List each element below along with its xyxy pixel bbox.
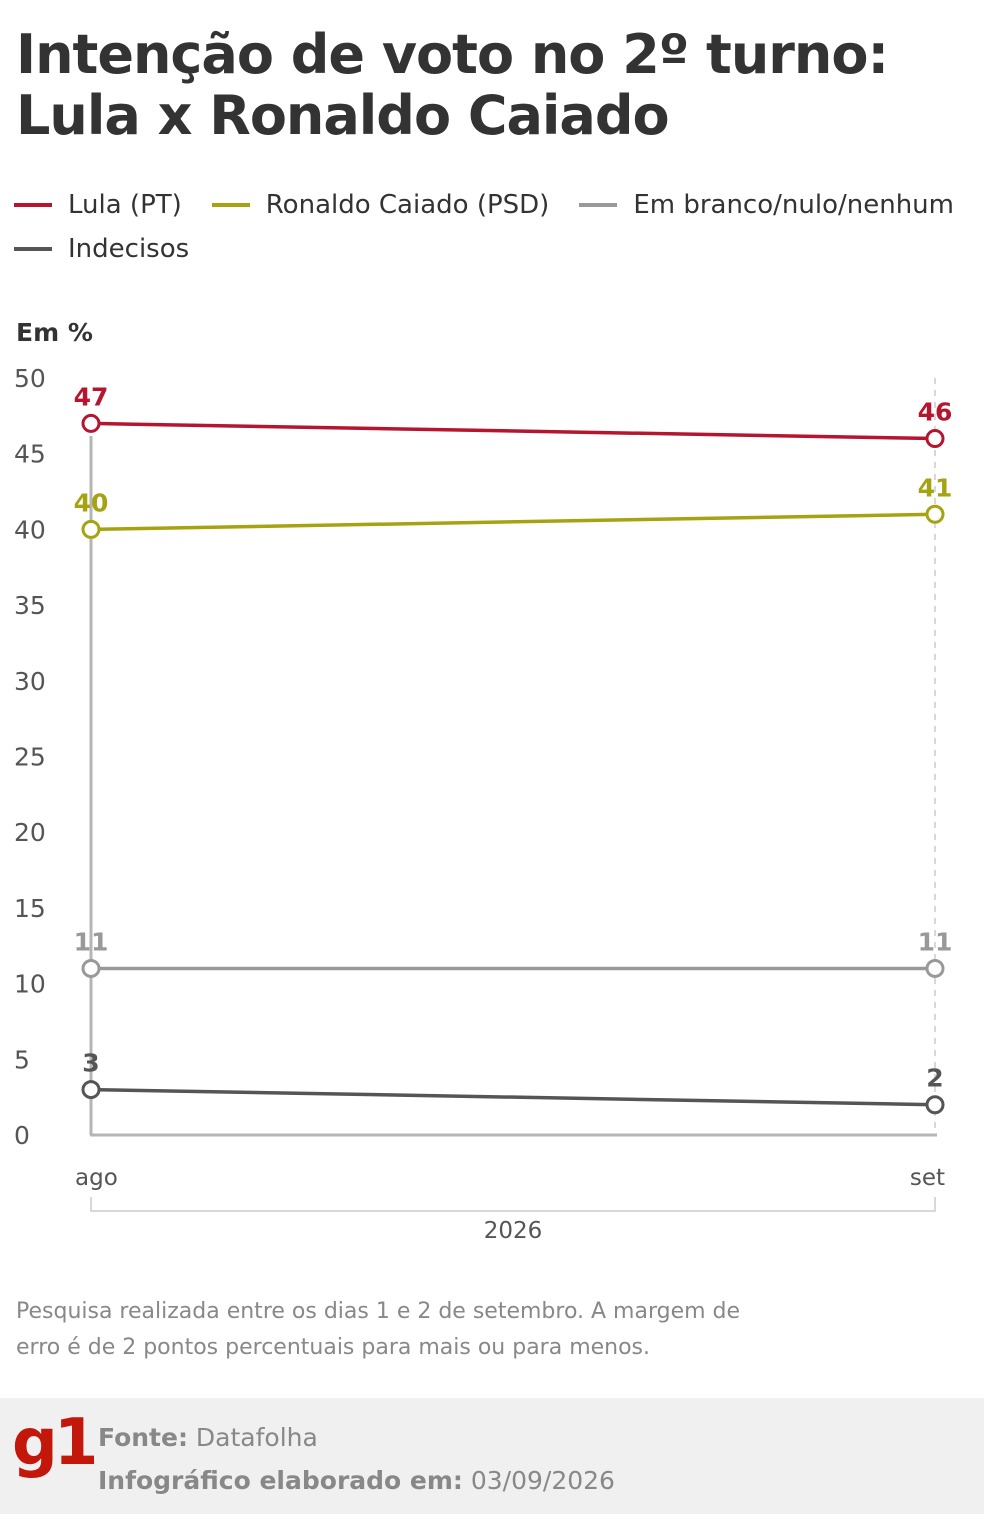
- data-label: 46: [918, 398, 953, 427]
- series-point: [925, 1095, 945, 1115]
- legend-row: Indecisos: [14, 227, 979, 271]
- y-tick-label: 5: [14, 1045, 30, 1074]
- x-group-label: 2026: [484, 1218, 543, 1244]
- legend-item-caiado: Ronaldo Caiado (PSD): [211, 190, 550, 220]
- series-point: [81, 413, 101, 433]
- date-value: 03/09/2026: [470, 1466, 615, 1495]
- y-tick-label: 35: [14, 591, 46, 620]
- series-line: [90, 512, 936, 532]
- chart-title: Intenção de voto no 2º turno: Lula x Ron…: [16, 23, 889, 147]
- series-point: [925, 504, 945, 524]
- legend-label-caiado: Ronaldo Caiado (PSD): [265, 190, 550, 220]
- data-label: 40: [74, 488, 109, 517]
- source-label: Fonte:: [98, 1423, 188, 1452]
- legend-item-lula: Lula (PT): [14, 190, 182, 220]
- series-point: [81, 519, 101, 539]
- source-value: Datafolha: [195, 1423, 318, 1452]
- source-block: Fonte: Datafolha Infográfico elaborado e…: [98, 1416, 615, 1502]
- footer: g1 Fonte: Datafolha Infográfico elaborad…: [0, 1398, 984, 1514]
- line-chart: 0 5 10 15 20 25 30 35 40 45 50 ago set 2026 47 46 40 41 11…: [14, 364, 953, 1244]
- legend-swatch-lula: [14, 203, 52, 207]
- data-label: 41: [918, 473, 953, 502]
- y-tick-label: 40: [14, 515, 46, 544]
- series-point: [925, 958, 945, 978]
- y-tick-label: 50: [14, 364, 46, 393]
- year-bracket: [90, 1197, 936, 1212]
- legend-item-branco: Em branco/nulo/nenhum: [579, 190, 954, 220]
- legend-label-lula: Lula (PT): [68, 190, 182, 220]
- g1-logo: g1: [12, 1406, 98, 1480]
- data-label: 11: [918, 927, 953, 956]
- series-line: [90, 421, 936, 441]
- series-line: [90, 1087, 936, 1107]
- data-label: 2: [926, 1064, 943, 1093]
- y-tick-label: 30: [14, 667, 46, 696]
- legend-row: Lula (PT) Ronaldo Caiado (PSD) Em branco…: [14, 183, 979, 227]
- legend-swatch-branco: [579, 203, 618, 207]
- legend-swatch-indecisos: [14, 247, 52, 251]
- series-point: [81, 1080, 101, 1100]
- y-tick-label: 0: [14, 1121, 30, 1150]
- y-tick-label: 15: [14, 894, 46, 923]
- date-line: Infográfico elaborado em: 03/09/2026: [98, 1459, 615, 1502]
- y-tick-label: 20: [14, 818, 46, 847]
- source-line: Fonte: Datafolha: [98, 1416, 615, 1459]
- y-tick-label: 25: [14, 743, 46, 772]
- series-point: [81, 958, 101, 978]
- legend-item-indecisos: Indecisos: [14, 234, 189, 264]
- unit-label: Em %: [16, 318, 93, 347]
- y-tick-label: 10: [14, 970, 46, 999]
- legend-label-branco: Em branco/nulo/nenhum: [633, 190, 954, 220]
- data-label: 47: [74, 382, 109, 411]
- series-point: [925, 429, 945, 449]
- data-label: 3: [82, 1049, 99, 1078]
- legend-label-indecisos: Indecisos: [68, 234, 190, 264]
- survey-note: Pesquisa realizada entre os dias 1 e 2 d…: [16, 1299, 741, 1360]
- date-label: Infográfico elaborado em:: [98, 1466, 463, 1495]
- x-tick-label: set: [910, 1165, 945, 1191]
- legend-swatch-caiado: [211, 203, 250, 207]
- data-label: 11: [74, 927, 109, 956]
- x-tick-label: ago: [75, 1165, 118, 1191]
- y-tick-label: 45: [14, 440, 46, 469]
- legend: Lula (PT) Ronaldo Caiado (PSD) Em branco…: [14, 183, 979, 271]
